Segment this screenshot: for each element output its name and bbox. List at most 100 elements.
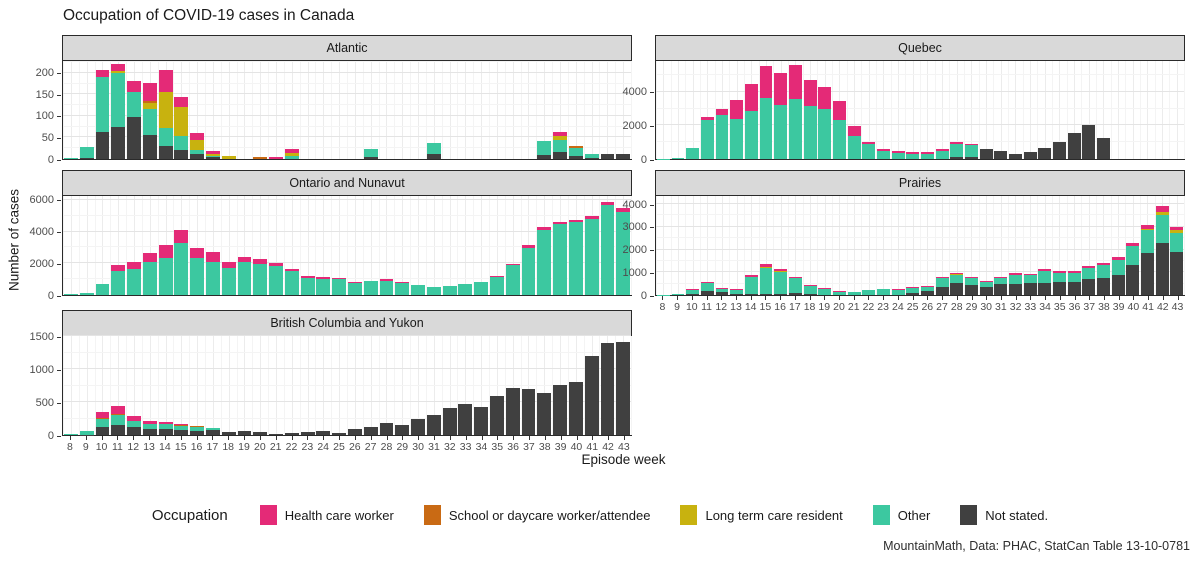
bar-segment-hcw xyxy=(700,117,714,120)
gridline-minor-v xyxy=(489,61,490,159)
bar-segment-hcw xyxy=(1141,224,1154,230)
gridline-minor-v xyxy=(920,61,921,159)
gridline-minor-v xyxy=(457,196,459,295)
stacked-bar xyxy=(964,143,978,159)
bar-segment-other xyxy=(190,149,205,154)
x-tick-label: 16 xyxy=(774,301,786,313)
gridline-major-v xyxy=(418,196,419,295)
gridline-major-v xyxy=(942,61,943,159)
week-slot xyxy=(426,61,442,159)
stacked-bar xyxy=(269,434,283,435)
gridline-minor-v xyxy=(744,196,745,295)
y-tick-label: 500 xyxy=(35,396,54,409)
bars-container xyxy=(63,61,631,159)
x-tick-mark xyxy=(780,296,782,300)
gridline-major-v xyxy=(212,196,214,295)
y-tick-label: 1500 xyxy=(29,330,54,343)
gridline-minor-v xyxy=(1066,196,1068,295)
stacked-bar xyxy=(584,356,599,435)
week-slot xyxy=(379,196,395,295)
week-slot xyxy=(949,61,964,159)
stacked-bar xyxy=(700,117,714,159)
x-tick-label: 32 xyxy=(1009,301,1022,313)
gridline-major-v xyxy=(1103,196,1105,295)
week-slot xyxy=(268,61,284,159)
bar-segment-hcw xyxy=(205,252,220,262)
x-tick-mark xyxy=(853,296,855,300)
week-slot xyxy=(300,196,316,295)
bar-segment-not_stated xyxy=(300,432,315,435)
week-slot xyxy=(1111,196,1126,295)
x-tick-mark xyxy=(576,436,578,440)
y-tick-mark xyxy=(57,402,61,404)
bar-segment-not_stated xyxy=(600,153,615,159)
legend-item-label: Long term care resident xyxy=(705,507,843,523)
stacked-bar xyxy=(348,429,362,435)
stacked-bar xyxy=(174,424,189,435)
week-slot xyxy=(979,196,994,295)
facet-panel xyxy=(62,335,632,436)
bar-segment-other xyxy=(715,114,729,159)
gridline-minor-v xyxy=(157,196,159,295)
bar-segment-hcw xyxy=(537,227,552,231)
gridline-major-v xyxy=(1074,196,1075,295)
stacked-bar xyxy=(442,407,457,435)
x-tick-label: 26 xyxy=(921,301,934,313)
bar-segment-hcw xyxy=(950,142,964,145)
week-slot xyxy=(458,61,474,159)
gridline-major-v xyxy=(956,61,958,159)
x-tick-mark xyxy=(212,436,214,440)
week-slot xyxy=(316,61,332,159)
week-slot xyxy=(158,61,174,159)
bar-segment-other xyxy=(730,118,744,159)
x-tick-mark xyxy=(1133,296,1135,300)
gridline-major-h xyxy=(63,335,631,337)
bar-segment-other xyxy=(363,281,378,295)
week-slot xyxy=(126,196,142,295)
week-slot xyxy=(1111,61,1126,159)
bar-segment-not_stated xyxy=(553,151,568,159)
gridline-minor-v xyxy=(94,196,96,295)
bar-segment-not_stated xyxy=(730,293,744,295)
bar-segment-other xyxy=(1126,246,1140,265)
bar-segment-hcw xyxy=(379,279,394,281)
bar-segment-hcw xyxy=(174,424,189,426)
week-slot xyxy=(817,61,832,159)
bar-segment-other xyxy=(730,289,744,294)
x-tick-mark xyxy=(1015,296,1017,300)
x-tick-label: 39 xyxy=(1112,301,1125,313)
week-slot xyxy=(521,196,537,295)
y-tick-mark xyxy=(57,435,61,437)
bar-segment-other xyxy=(803,105,817,159)
bar-segment-not_stated xyxy=(584,157,599,159)
bar-segment-ltc xyxy=(964,277,978,279)
week-slot xyxy=(316,196,332,295)
x-tick-mark xyxy=(1074,296,1076,300)
bar-segment-other xyxy=(1155,214,1169,243)
week-slot xyxy=(489,196,505,295)
bar-segment-other xyxy=(63,158,78,159)
x-tick-label: 20 xyxy=(833,301,845,313)
bar-segment-not_stated xyxy=(190,430,205,435)
stacked-bar xyxy=(994,151,1008,159)
stacked-bar xyxy=(158,245,173,295)
gridline-major-v xyxy=(898,61,899,159)
gridline-minor-v xyxy=(1081,196,1083,295)
y-tick-label: 4000 xyxy=(29,226,54,238)
week-slot xyxy=(1170,61,1185,159)
facet-strip: Quebec xyxy=(655,35,1185,61)
stacked-bar xyxy=(935,276,949,295)
week-slot xyxy=(189,61,205,159)
gridline-minor-v xyxy=(347,196,348,295)
gridline-minor-v xyxy=(315,61,317,159)
week-slot xyxy=(252,336,268,435)
bar-segment-not_stated xyxy=(1170,251,1184,295)
gridline-major-v xyxy=(678,196,679,295)
bar-segment-hcw xyxy=(568,219,583,222)
stacked-bar xyxy=(847,292,861,295)
x-tick-mark xyxy=(1030,296,1032,300)
gridline-minor-v xyxy=(110,61,112,159)
facet-panel xyxy=(62,196,632,296)
x-tick-mark xyxy=(560,436,562,440)
stacked-bar xyxy=(920,151,934,159)
